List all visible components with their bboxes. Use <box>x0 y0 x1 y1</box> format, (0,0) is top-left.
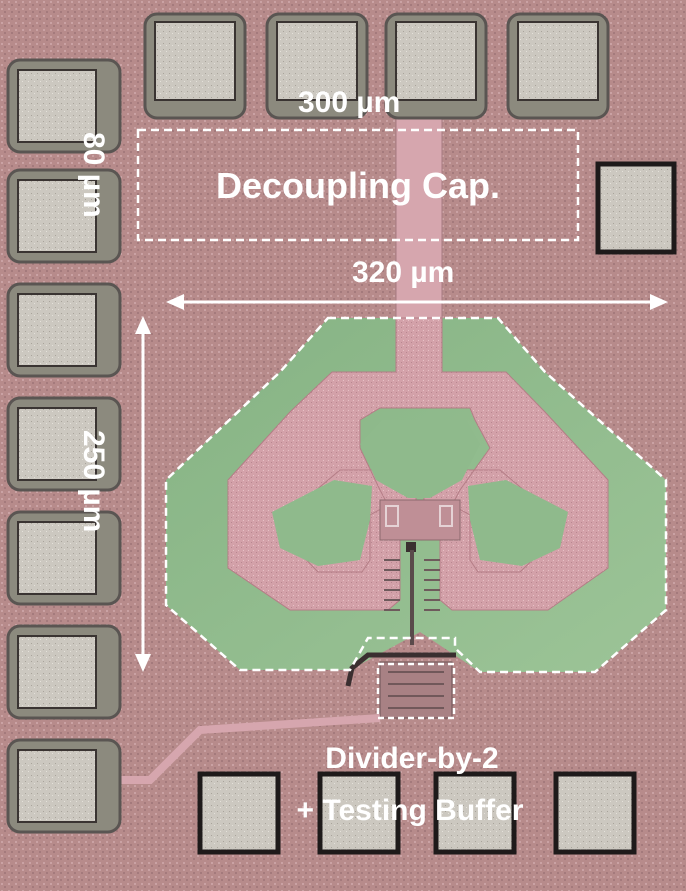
width-arrow <box>166 294 668 310</box>
label-80um: 80 µm <box>77 132 110 218</box>
label-divider: Divider-by-2 <box>325 742 498 775</box>
bottom-pads <box>197 771 637 855</box>
core-circuit <box>345 499 461 687</box>
left-pads <box>6 58 122 834</box>
label-300um: 300 µm <box>298 86 400 119</box>
core-outline <box>164 316 668 674</box>
label-320um: 320 µm <box>352 256 454 289</box>
height-arrow <box>135 316 151 672</box>
divider-block <box>379 661 453 719</box>
output-trace <box>120 714 381 784</box>
divider-box <box>376 662 456 720</box>
top-pads <box>143 12 610 120</box>
label-testing-buffer: + Testing Buffer <box>297 794 524 827</box>
inductor-coil <box>227 317 609 611</box>
label-decoupling-cap: Decoupling Cap. <box>216 165 500 206</box>
right-pad <box>595 161 677 255</box>
label-250um: 250 µm <box>77 430 110 532</box>
decap-box <box>136 128 580 242</box>
